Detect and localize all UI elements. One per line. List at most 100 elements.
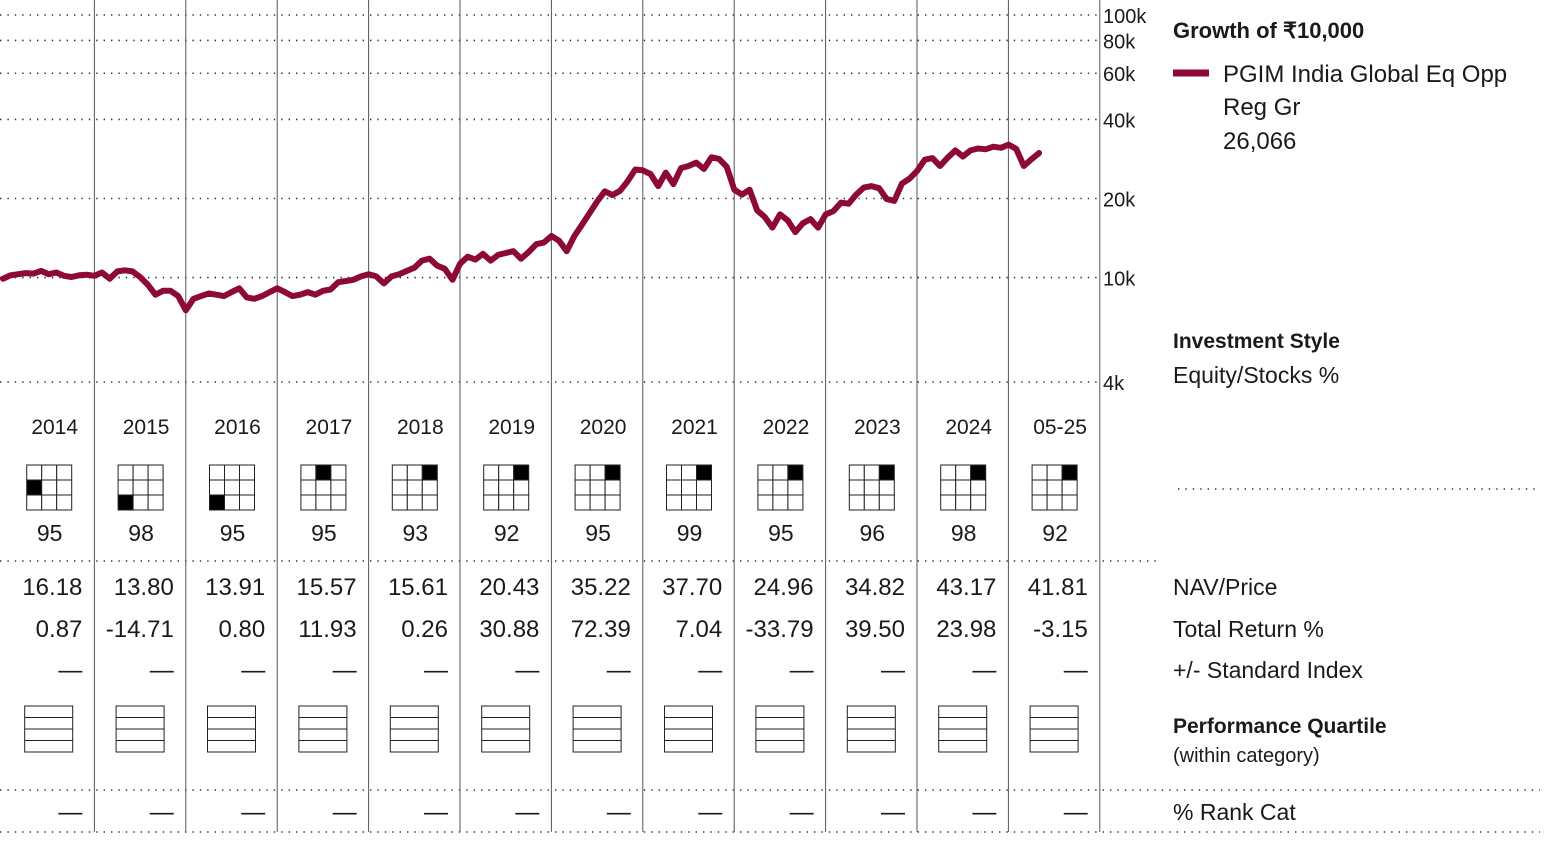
style-cell [117, 479, 134, 496]
year-label: 2018 [397, 416, 444, 439]
equity-pct-value: 95 [585, 520, 611, 546]
year-label: 2017 [306, 416, 353, 439]
style-box [757, 464, 804, 511]
equity-pct-value: 96 [860, 520, 886, 546]
style-cell [147, 479, 164, 496]
y-tick-label: 10k [1103, 269, 1136, 291]
legend-series-name-line1: PGIM India Global Eq Opp [1223, 61, 1507, 88]
style-cell [940, 479, 957, 496]
equity-pct-value: 92 [1042, 520, 1068, 546]
style-cell [787, 494, 804, 511]
style-cell [878, 479, 895, 496]
style-box [940, 464, 987, 511]
style-cell [863, 479, 880, 496]
style-cell [1061, 479, 1078, 496]
style-cell [589, 494, 606, 511]
total-return-value: 0.80 [218, 616, 265, 643]
within-category-label: (within category) [1173, 745, 1320, 767]
style-cell [224, 479, 240, 496]
quartile-box [938, 705, 988, 753]
total-return-value: 0.26 [401, 616, 448, 643]
style-cell-active [117, 494, 134, 511]
y-tick-label: 100k [1103, 6, 1147, 28]
style-cell [574, 464, 591, 481]
style-box [26, 464, 73, 511]
style-cell [772, 464, 789, 481]
equity-pct-value: 98 [951, 520, 977, 546]
nav-price-value: 20.43 [479, 574, 539, 601]
style-cell [239, 464, 255, 481]
style-cell [772, 494, 789, 511]
style-cell-active [513, 464, 530, 481]
quartile-box [481, 705, 531, 753]
equity-pct-value: 98 [128, 520, 154, 546]
quartile-box [664, 705, 713, 753]
style-cell [209, 479, 225, 496]
style-cell [132, 479, 149, 496]
y-tick-label: 60k [1103, 64, 1136, 86]
style-cell [772, 479, 789, 496]
nav-price-label: NAV/Price [1173, 574, 1277, 600]
year-label: 2015 [123, 416, 170, 439]
style-cell [391, 479, 408, 496]
style-cell [970, 479, 987, 496]
total-return-value: 0.87 [36, 616, 83, 643]
nav-price-value: 37.70 [662, 574, 722, 601]
style-cell [483, 479, 500, 496]
style-cell [132, 464, 149, 481]
style-cell [1031, 494, 1048, 511]
rank-cat-value: — [515, 799, 539, 826]
vs-index-value: — [698, 657, 722, 684]
nav-price-value: 15.57 [297, 574, 357, 601]
style-cell [757, 479, 774, 496]
style-cell [589, 479, 606, 496]
nav-price-value: 41.81 [1028, 574, 1088, 601]
vs-index-value: — [58, 657, 82, 684]
perf-quartile-label: Performance Quartile [1173, 715, 1387, 738]
rank-cat-value: — [698, 799, 722, 826]
style-cell [1046, 494, 1063, 511]
nav-price-value: 13.80 [114, 574, 174, 601]
style-cell [421, 479, 438, 496]
legend-series-name-line2: Reg Gr [1223, 94, 1300, 121]
year-label: 2023 [854, 416, 901, 439]
style-cell [41, 464, 58, 481]
rank-cat-value: — [241, 799, 265, 826]
style-cell-active [787, 464, 804, 481]
quartile-box [115, 705, 165, 753]
style-cell [787, 479, 804, 496]
style-cell [300, 494, 317, 511]
nav-price-value: 34.82 [845, 574, 905, 601]
style-cell [406, 479, 423, 496]
style-cell [1031, 479, 1048, 496]
nav-price-value: 13.91 [205, 574, 265, 601]
vs-index-value: — [424, 657, 448, 684]
style-cell [1061, 494, 1078, 511]
style-cell [498, 479, 515, 496]
equity-pct-value: 99 [677, 520, 703, 546]
style-boxes: 95 98 95 95 93 92 95 99 95 96 98 92 [26, 464, 1078, 546]
vs-index-value: — [972, 657, 996, 684]
style-cell [681, 464, 697, 481]
rank-cat-value: — [1064, 799, 1088, 826]
style-cell [315, 494, 332, 511]
style-cell [513, 479, 530, 496]
style-cell [604, 494, 621, 511]
rank-cat-label: % Rank Cat [1173, 799, 1296, 825]
series-layer [0, 141, 1043, 314]
style-box [117, 464, 164, 511]
style-cell [391, 494, 408, 511]
style-cell [498, 464, 515, 481]
investment-style-label: Investment Style [1173, 330, 1340, 353]
vs-index-value: — [607, 657, 631, 684]
style-cell [863, 494, 880, 511]
equity-pct-value: 95 [768, 520, 794, 546]
rank-cat-value: — [972, 799, 996, 826]
quartile-box [572, 705, 622, 753]
year-label: 2014 [31, 416, 78, 439]
style-cell [26, 464, 43, 481]
y-tick-label: 80k [1103, 31, 1136, 53]
total-return-value: 11.93 [298, 616, 356, 643]
